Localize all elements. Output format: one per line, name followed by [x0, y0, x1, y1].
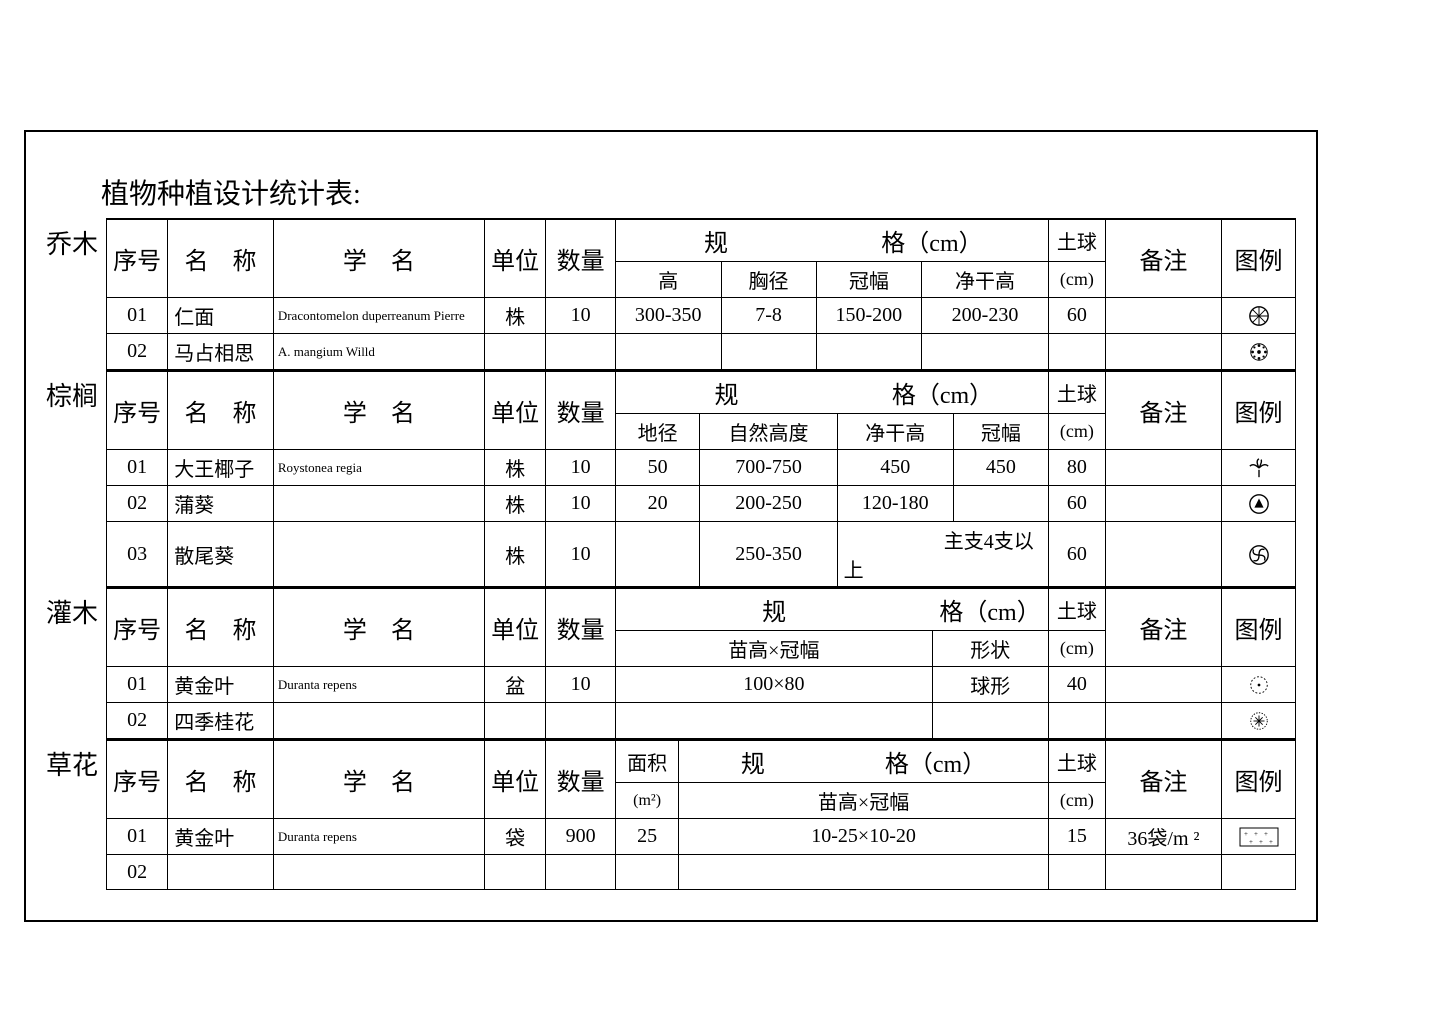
table-header-row: 序号 名 称 学 名 单位 数量 规 格（cm） 土球 备注 图例: [107, 371, 1296, 414]
legend-icon: ++++++: [1222, 819, 1296, 855]
col-qty: 数量: [546, 219, 616, 298]
category-label-shrubs: 灌木: [46, 587, 106, 630]
section-shrubs: 灌木 序号 名 称 学 名 单位 数量 规 格（cm） 土球 备注 图例: [46, 587, 1296, 739]
table-row: 01 黄金叶 Duranta repens 盆 10 100×80 球形 40: [107, 667, 1296, 703]
sub-clear: 净干高: [922, 262, 1049, 298]
table-row: 02: [107, 855, 1296, 890]
legend-icon: [1222, 855, 1296, 890]
section-flowers: 草花 序号 名 称 学 名 单位 数量 面积 规 格（cm） 土球 备注 图例: [46, 739, 1296, 890]
document-title: 植物种植设计统计表:: [101, 172, 1296, 212]
svg-text:+: +: [1259, 838, 1263, 846]
table-row: 01 黄金叶 Duranta repens 袋 900 25 10-25×10-…: [107, 819, 1296, 855]
col-remark: 备注: [1105, 219, 1221, 298]
legend-icon: [1222, 703, 1296, 739]
col-name: 名 称: [168, 219, 274, 298]
table-row: 01 仁面 Dracontomelon duperreanum Pierre 株…: [107, 298, 1296, 334]
svg-text:+: +: [1264, 830, 1268, 838]
col-spec-r: 格（cm）: [816, 219, 1048, 262]
svg-text:+: +: [1244, 830, 1248, 838]
table-row: 02 蒲葵 株 10 20 200-250 120-180 60: [107, 486, 1296, 522]
svg-text:+: +: [1249, 838, 1253, 846]
svg-text:+: +: [1269, 838, 1273, 846]
section-palms: 棕榈 序号 名 称 学 名 单位 数量 规 格（cm） 土球 备注 图例: [46, 370, 1296, 587]
sub-crown: 冠幅: [816, 262, 922, 298]
document-frame: 植物种植设计统计表: 乔木 序号 名 称 学 名 单位 数量 规 格（cm） 土…: [24, 130, 1318, 922]
svg-text:+: +: [1254, 830, 1258, 838]
legend-icon: [1222, 334, 1296, 370]
legend-icon: [1222, 450, 1296, 486]
table-header-row: 序号 名 称 学 名 单位 数量 规 格（cm） 土球 备注 图例: [107, 588, 1296, 631]
legend-icon: [1222, 522, 1296, 587]
legend-icon: [1222, 486, 1296, 522]
table-header-row: 序号 名 称 学 名 单位 数量 面积 规 格（cm） 土球 备注 图例: [107, 740, 1296, 783]
table-row: 03 散尾葵 株 10 250-350 主支4支以上 60: [107, 522, 1296, 587]
table-trees: 序号 名 称 学 名 单位 数量 规 格（cm） 土球 备注 图例 高 胸径 冠…: [106, 218, 1296, 370]
table-row: 01 大王椰子 Roystonea regia 株 10 50 700-750 …: [107, 450, 1296, 486]
sub-h: 高: [615, 262, 721, 298]
sub-d: 胸径: [721, 262, 816, 298]
table-row: 02 马占相思 A. mangium Willd: [107, 334, 1296, 370]
section-trees: 乔木 序号 名 称 学 名 单位 数量 规 格（cm） 土球 备注 图例: [46, 218, 1296, 370]
table-flowers: 序号 名 称 学 名 单位 数量 面积 规 格（cm） 土球 备注 图例 (m²…: [106, 739, 1296, 890]
table-row: 02 四季桂花: [107, 703, 1296, 739]
col-spec-l: 规: [615, 219, 816, 262]
table-header-row: 序号 名 称 学 名 单位 数量 规 格（cm） 土球 备注 图例: [107, 219, 1296, 262]
table-shrubs: 序号 名 称 学 名 单位 数量 规 格（cm） 土球 备注 图例 苗高×冠幅 …: [106, 587, 1296, 739]
col-legend: 图例: [1222, 219, 1296, 298]
table-palms: 序号 名 称 学 名 单位 数量 规 格（cm） 土球 备注 图例 地径 自然高…: [106, 370, 1296, 587]
col-soil: 土球: [1048, 219, 1105, 262]
category-label-flowers: 草花: [46, 739, 106, 782]
col-seq: 序号: [107, 219, 168, 298]
col-latin: 学 名: [273, 219, 484, 298]
legend-icon: [1222, 298, 1296, 334]
sub-soilunit: (cm): [1048, 262, 1105, 298]
legend-icon: [1222, 667, 1296, 703]
category-label-palms: 棕榈: [46, 370, 106, 413]
col-unit: 单位: [485, 219, 546, 298]
category-label-trees: 乔木: [46, 218, 106, 261]
